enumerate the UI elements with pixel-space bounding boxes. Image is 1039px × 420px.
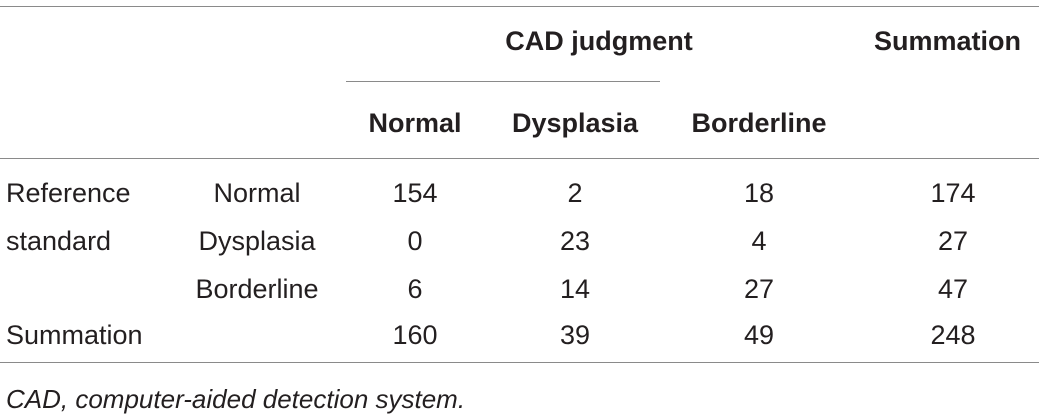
bottom-rule (0, 362, 1039, 363)
top-rule (0, 6, 1039, 7)
table-cell: 4 (751, 226, 767, 256)
table-cell: 160 (392, 320, 438, 350)
table-cell: 14 (559, 274, 591, 304)
table-cell: 248 (930, 320, 976, 350)
header-bottom-rule (0, 158, 1039, 159)
table-cell: 6 (407, 274, 423, 304)
column-header-normal: Normal (368, 108, 462, 138)
row-label-summation: Summation (6, 320, 143, 350)
table-footnote: CAD, computer-aided detection system. (6, 384, 466, 414)
cad-judgment-underline (346, 81, 660, 82)
table-cell: 0 (407, 226, 423, 256)
column-header-borderline: Borderline (691, 108, 827, 138)
table-cell: 23 (559, 226, 591, 256)
summation-header: Summation (874, 26, 1022, 56)
table-cell: 27 (743, 274, 775, 304)
cad-judgment-header: CAD judgment (505, 26, 693, 56)
reference-label-line1: Reference (6, 178, 131, 208)
row-label-normal: Normal (213, 178, 301, 208)
table-cell: 174 (930, 178, 976, 208)
table-cell: 39 (559, 320, 591, 350)
row-label-dysplasia: Dysplasia (198, 226, 316, 256)
table-cell: 154 (392, 178, 438, 208)
table-cell: 47 (937, 274, 969, 304)
table-cell: 18 (743, 178, 775, 208)
table-cell: 2 (567, 178, 583, 208)
table-cell: 49 (743, 320, 775, 350)
reference-label-line2: standard (6, 226, 112, 256)
column-header-dysplasia: Dysplasia (511, 108, 639, 138)
table-cell: 27 (937, 226, 969, 256)
row-label-borderline: Borderline (195, 274, 319, 304)
